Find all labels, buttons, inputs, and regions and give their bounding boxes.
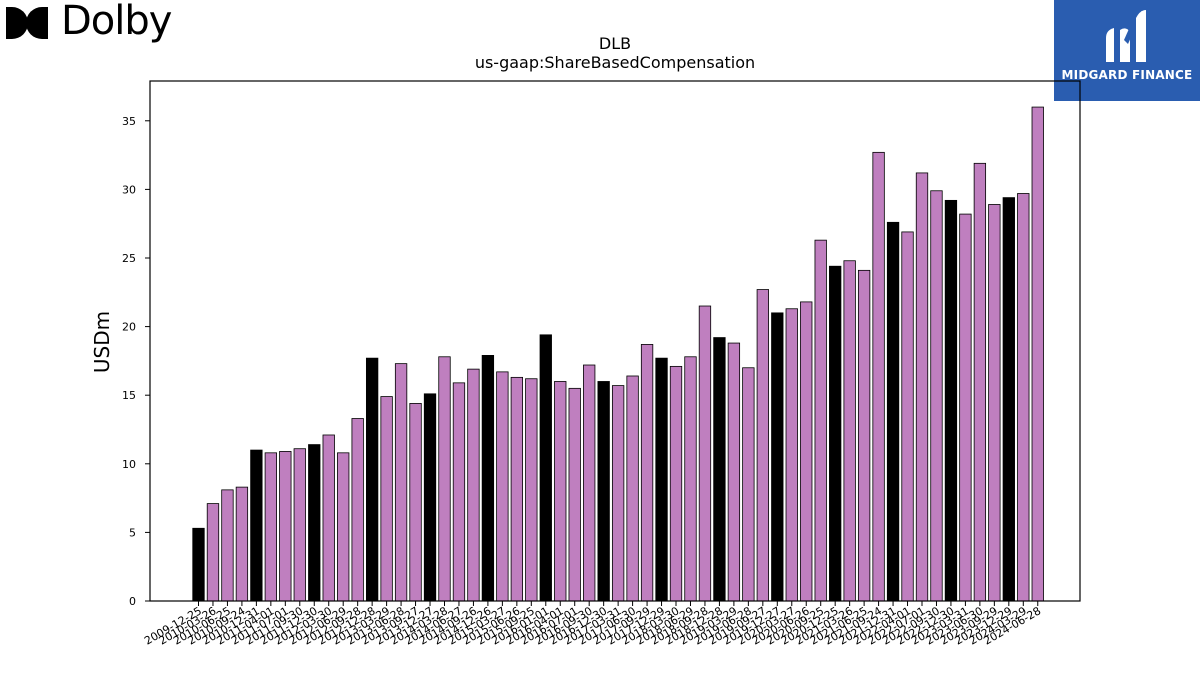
bar <box>250 449 263 602</box>
bar <box>988 204 1001 602</box>
bar <box>337 452 350 602</box>
bar <box>365 357 379 602</box>
bar <box>756 289 769 602</box>
bar <box>886 221 900 602</box>
bar <box>192 527 205 602</box>
y-axis-label: USDm <box>90 311 114 373</box>
bar <box>973 162 987 602</box>
bar <box>221 489 234 602</box>
y-tick-label: 25 <box>122 252 136 265</box>
chart-title: DLB <box>599 34 631 53</box>
bar <box>322 434 335 602</box>
bar <box>1002 197 1015 602</box>
bar <box>568 387 581 602</box>
bar <box>1017 193 1030 602</box>
bar <box>800 301 813 602</box>
bar <box>452 382 466 602</box>
bar <box>423 393 437 602</box>
dolby-double-d-icon <box>6 7 48 39</box>
badge-text: MIDGARD FINANCE <box>1061 68 1193 82</box>
midgard-finance-badge: MIDGARD FINANCE <box>1054 0 1200 101</box>
bar <box>394 363 408 602</box>
bar <box>554 381 567 602</box>
bar <box>742 367 755 602</box>
bar <box>583 364 596 602</box>
y-tick-label: 15 <box>122 389 136 402</box>
bar <box>785 308 798 602</box>
chart-subtitle: us-gaap:ShareBasedCompensation <box>475 53 755 72</box>
midgard-m-icon <box>1106 10 1146 62</box>
bar <box>857 269 871 602</box>
logo-text: Dolby <box>61 0 172 44</box>
bar <box>611 385 625 602</box>
y-tick-label: 20 <box>122 321 136 334</box>
y-tick-label: 30 <box>122 183 136 196</box>
bar <box>525 378 538 602</box>
bar <box>380 396 393 602</box>
y-tick-label: 35 <box>122 115 136 128</box>
bar <box>959 213 972 602</box>
bar <box>713 337 726 602</box>
bar <box>539 334 552 602</box>
bar <box>655 357 668 602</box>
bar <box>814 239 827 602</box>
bar <box>684 356 697 602</box>
bar <box>843 260 856 602</box>
bar <box>872 151 885 602</box>
bar <box>293 448 306 602</box>
bar <box>467 368 480 602</box>
dolby-logo: Dolby <box>4 0 174 48</box>
bar <box>481 355 495 602</box>
bar <box>771 312 784 602</box>
bar <box>626 375 639 602</box>
bar <box>496 371 509 602</box>
bar <box>915 172 929 602</box>
plot-area: 051015202530352009-12-252010-03-262010-0… <box>122 106 1044 648</box>
bar <box>279 451 292 602</box>
bar <box>727 342 741 602</box>
bar <box>930 190 943 602</box>
bar <box>944 199 958 602</box>
bar <box>669 365 683 602</box>
bar <box>1031 106 1044 602</box>
bar <box>351 418 364 602</box>
y-tick-label: 0 <box>129 595 136 608</box>
bar <box>206 503 220 602</box>
bar <box>510 376 523 602</box>
y-tick-label: 5 <box>129 526 136 539</box>
bar <box>829 265 842 602</box>
plot-frame <box>149 80 1081 602</box>
bar <box>698 305 712 602</box>
bar <box>409 403 422 602</box>
bar <box>308 444 321 602</box>
bar <box>640 344 654 602</box>
y-tick-label: 10 <box>122 458 136 471</box>
bar <box>901 231 914 602</box>
bar <box>597 381 610 602</box>
bar <box>264 452 278 602</box>
bar <box>438 356 451 602</box>
bar <box>235 486 249 602</box>
